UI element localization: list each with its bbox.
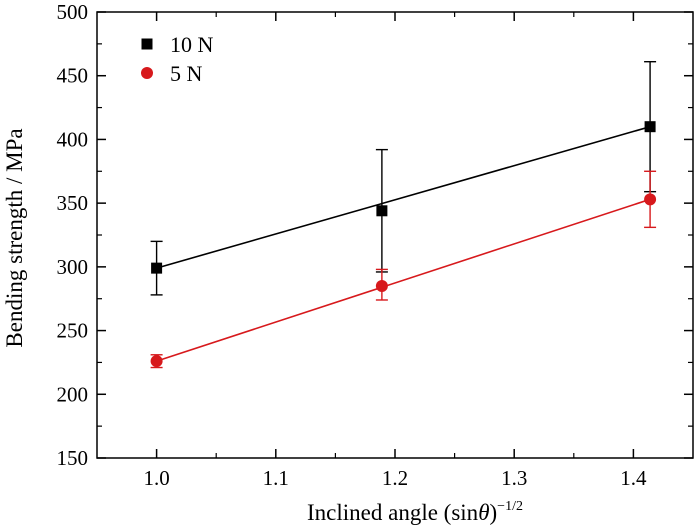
y-tick-label: 150 [57,446,89,470]
y-tick-label: 300 [57,255,89,279]
data-point [644,193,657,206]
x-tick-label: 1.3 [501,466,527,490]
y-tick-label: 450 [57,64,89,88]
axis-ticks: 1.0 1.1 1.2 1.3 1.4 150 200 250 300 350 400 450 500 [57,0,693,490]
x-axis-title: Inclined angle (sinθ)−1/2 [307,499,523,525]
y-tick-label: 200 [57,382,89,406]
x-axis-title-exponent: −1/2 [497,499,523,514]
x-tick-label: 1.4 [620,466,647,490]
fit-line [156,125,651,269]
data-point [151,262,163,274]
fit-line [156,198,651,362]
x-tick-label: 1.2 [382,466,408,490]
legend-label: 5 N [170,61,203,86]
series-0 [150,60,657,296]
x-tick-label: 1.1 [263,466,289,490]
series-1 [150,170,657,369]
data-series [150,60,657,369]
y-axis-title: Bending strength / MPa [2,128,27,347]
x-tick-label: 1.0 [143,466,169,490]
x-axis-title-close: ) [490,500,498,525]
data-point [376,205,388,217]
data-point [375,279,388,292]
y-tick-label: 350 [57,191,89,215]
x-axis-title-main: Inclined angle (sin [307,500,479,525]
data-point [644,121,656,133]
legend: 10 N 5 N [141,32,214,86]
y-tick-label: 500 [57,0,89,24]
y-tick-label: 250 [57,319,89,343]
legend-marker [141,67,153,79]
x-axis-title-theta: θ [478,500,489,525]
y-tick-label: 400 [57,127,89,151]
data-point [150,355,163,368]
legend-marker [141,38,153,50]
legend-label: 10 N [170,32,214,57]
